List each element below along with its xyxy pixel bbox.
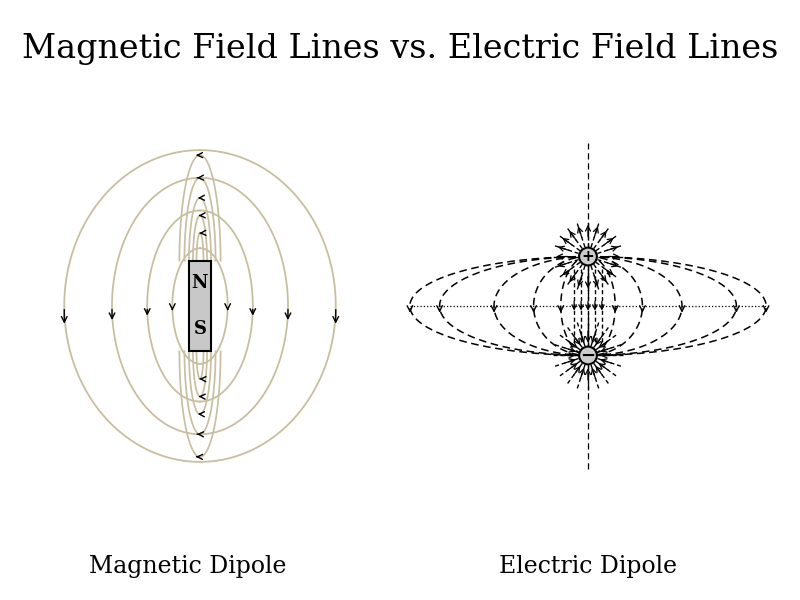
Circle shape	[579, 347, 597, 364]
Text: +: +	[582, 249, 594, 264]
Text: S: S	[194, 320, 206, 338]
Text: −: −	[581, 346, 595, 364]
Circle shape	[579, 248, 597, 265]
Text: N: N	[192, 274, 208, 292]
Bar	[189, 261, 211, 351]
Text: Magnetic Field Lines vs. Electric Field Lines: Magnetic Field Lines vs. Electric Field …	[22, 33, 778, 65]
Text: Magnetic Dipole: Magnetic Dipole	[90, 556, 286, 578]
Text: Electric Dipole: Electric Dipole	[499, 556, 677, 578]
